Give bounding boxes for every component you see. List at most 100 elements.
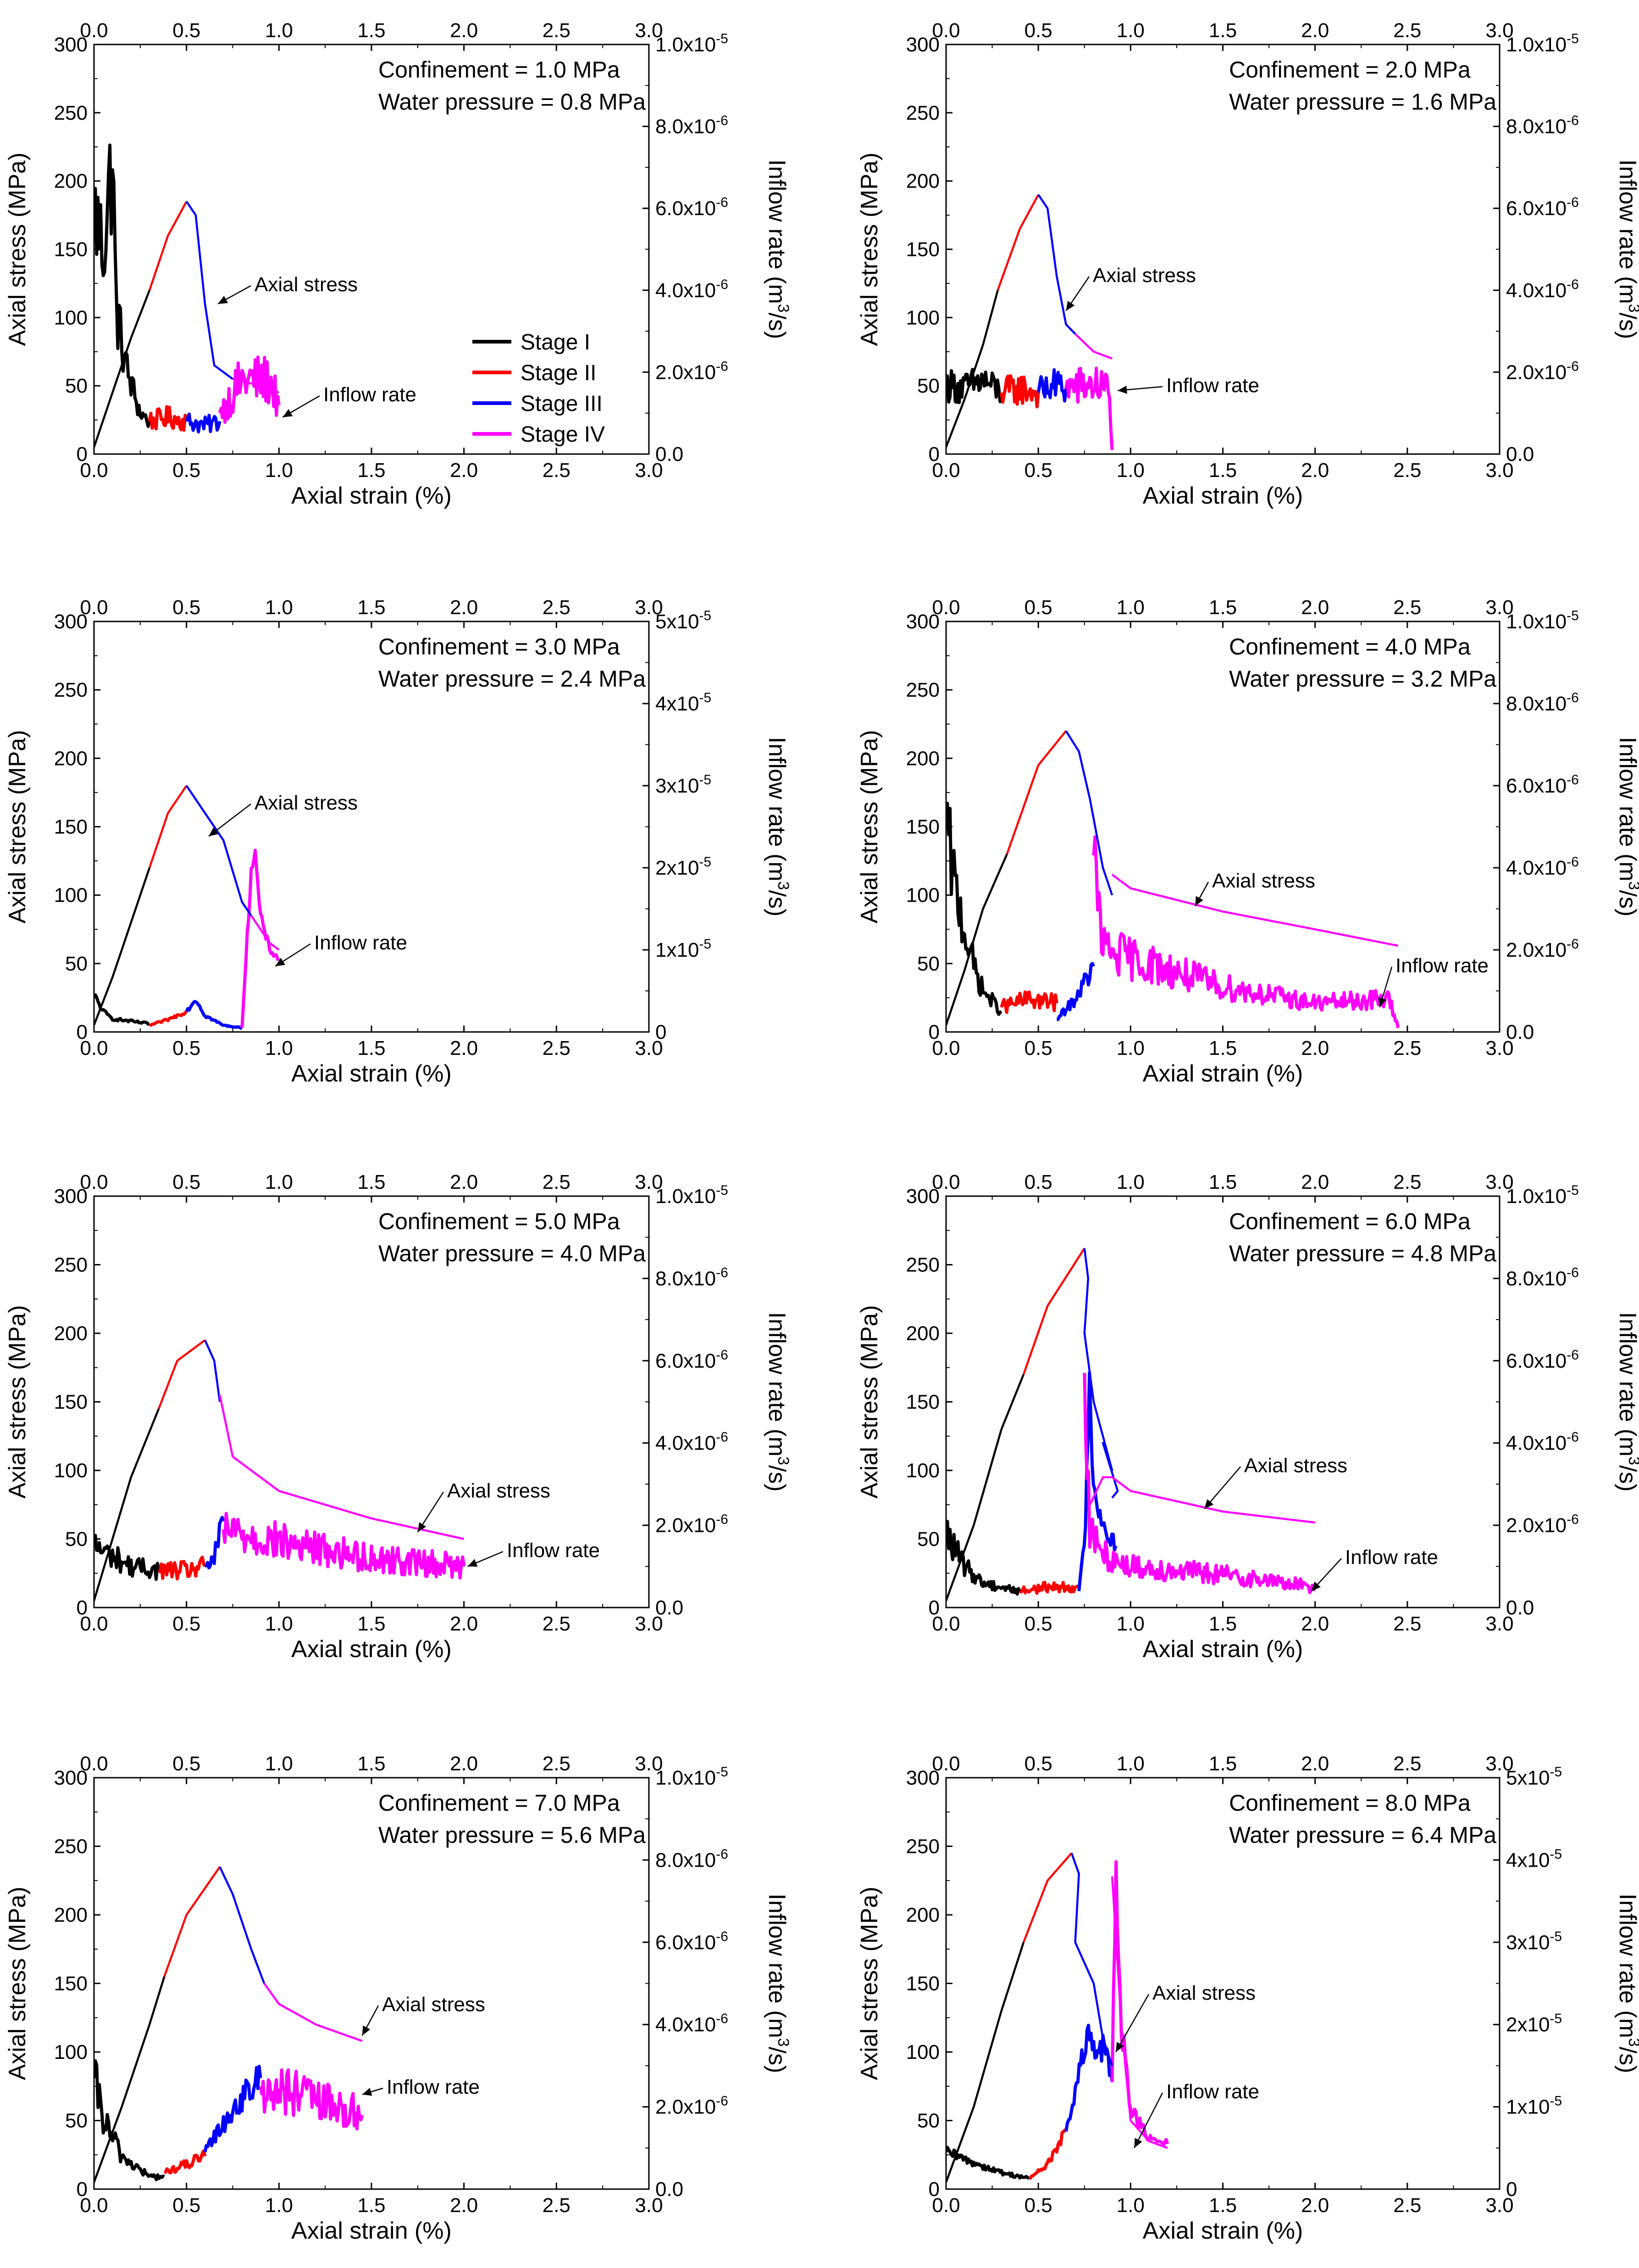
panel-3: 0.0 0.0 0.5 0.5 1.0 1.0 1.5 1.5 2.0 2.0 2.5 2.5 3.0 3… xyxy=(4,596,792,1087)
x-tick-label: 2.0 xyxy=(450,1613,478,1635)
inflow-stage-I-line xyxy=(946,2146,1030,2180)
x-tick-label: 3.0 xyxy=(635,459,663,482)
x-tick-label: 1.5 xyxy=(357,1037,385,1059)
stress-stage-III-line xyxy=(1070,1852,1113,2066)
y2-tick-label: 1.0x10-5 xyxy=(655,1183,728,1208)
y-tick-label: 50 xyxy=(917,953,940,975)
y-tick-label: 200 xyxy=(906,170,940,193)
inflow-stage-II-line xyxy=(157,1555,207,1580)
y2-tick-label: 0.0 xyxy=(1506,1021,1534,1043)
stress-stage-IV-line xyxy=(250,915,280,951)
y2-tick-label: 4.0x10-6 xyxy=(1506,1430,1579,1454)
x-tick-label: 0.0 xyxy=(932,1037,960,1059)
y-axis-label: Axial stress (MPa) xyxy=(856,1887,883,2080)
x-top-tick-label: 0.5 xyxy=(172,1752,200,1775)
y-tick-label: 200 xyxy=(906,1322,940,1345)
y-axis-label: Axial stress (MPa) xyxy=(856,1305,883,1499)
y-tick-label: 100 xyxy=(906,306,940,329)
y2-axis-label: Inflow rate (m3/s) xyxy=(764,1312,792,1492)
inflow-stage-I-line xyxy=(946,368,1003,405)
inflow-stage-IV-line xyxy=(221,1512,466,1580)
y2-tick-label: 8.0x10-6 xyxy=(655,1265,728,1290)
y-axis-label: Axial stress (MPa) xyxy=(4,153,31,346)
y-tick-label: 100 xyxy=(906,1459,940,1482)
x-top-tick-label: 1.0 xyxy=(1117,19,1145,42)
stress-stage-II-line xyxy=(997,194,1040,291)
x-axis-label: Axial strain (%) xyxy=(1143,2218,1303,2244)
y2-tick-label: 2.0x10-6 xyxy=(655,2094,728,2118)
y-tick-label: 200 xyxy=(906,747,940,770)
x-tick-label: 0.0 xyxy=(80,1037,108,1059)
y2-tick-label: 0.0 xyxy=(1506,1597,1534,1619)
inflow-stage-IV-line xyxy=(259,2068,364,2131)
legend-label: Stage III xyxy=(520,392,603,416)
stress-stage-III-line xyxy=(1083,1248,1119,1499)
y2-tick-label: 0 xyxy=(1506,2178,1517,2201)
x-tick-label: 1.0 xyxy=(265,2194,293,2217)
x-top-tick-label: 2.5 xyxy=(1393,1752,1421,1775)
x-tick-label: 1.5 xyxy=(1209,459,1237,482)
y-tick-label: 300 xyxy=(54,1767,88,1789)
inflow-arrow-head xyxy=(275,958,285,966)
x-tick-label: 3.0 xyxy=(1485,1613,1513,1635)
x-top-tick-label: 1.0 xyxy=(1117,596,1145,619)
panel-1: 0.0 0.0 0.5 0.5 1.0 1.0 1.5 1.5 2.0 2.0 2.5 2.5 3.0 3… xyxy=(4,19,792,509)
y-tick-label: 100 xyxy=(54,2041,88,2063)
x-top-tick-label: 2.5 xyxy=(543,1752,570,1775)
y2-tick-label: 2x10-5 xyxy=(1506,2011,1562,2036)
inflow-stage-III-line xyxy=(203,2064,262,2152)
x-tick-label: 0.5 xyxy=(1024,459,1052,482)
legend: Stage I Stage II Stage III Stage IV xyxy=(472,330,605,447)
y2-tick-label: 4.0x10-6 xyxy=(655,2011,728,2036)
y2-tick-label: 1x10-5 xyxy=(1506,2094,1562,2118)
x-tick-label: 0.5 xyxy=(172,459,200,482)
confinement-label: Confinement = 7.0 MPa xyxy=(378,1790,620,1816)
x-tick-label: 0.0 xyxy=(80,459,108,482)
stress-stage-IV-line xyxy=(1074,333,1113,360)
y-tick-label: 150 xyxy=(906,1973,940,1995)
x-top-tick-label: 3.0 xyxy=(635,1752,663,1775)
y-tick-label: 50 xyxy=(65,2110,88,2132)
y-tick-label: 300 xyxy=(906,1767,940,1789)
x-axis-label: Axial strain (%) xyxy=(1143,1060,1303,1087)
x-top-tick-label: 2.0 xyxy=(450,1752,478,1775)
stress-annotation: Axial stress xyxy=(1093,264,1196,287)
y2-tick-label: 2.0x10-6 xyxy=(1506,937,1579,961)
stress-annotation: Axial stress xyxy=(255,792,358,814)
inflow-arrow-head xyxy=(362,2088,372,2096)
y2-tick-label: 0 xyxy=(655,1021,666,1043)
y2-tick-label: 1.0x10-5 xyxy=(655,31,728,56)
x-tick-label: 1.5 xyxy=(1209,1613,1237,1635)
stress-stage-IV-line xyxy=(1111,1876,1168,2149)
y-tick-label: 150 xyxy=(54,1973,88,1995)
x-tick-label: 0.0 xyxy=(932,2194,960,2217)
stress-stage-II-line xyxy=(148,201,188,291)
water-pressure-label: Water pressure = 4.0 MPa xyxy=(378,1241,646,1266)
plot-area xyxy=(946,730,1400,1028)
y-tick-label: 0 xyxy=(929,443,940,466)
y2-tick-label: 2x10-5 xyxy=(655,854,711,879)
y-tick-label: 300 xyxy=(906,610,940,633)
y-tick-label: 50 xyxy=(917,1528,940,1551)
x-top-tick-label: 2.0 xyxy=(1301,19,1329,42)
x-tick-label: 2.0 xyxy=(450,1037,478,1059)
y2-tick-label: 1.0x10-5 xyxy=(1506,31,1579,56)
x-top-tick-label: 0.5 xyxy=(172,1171,200,1193)
x-tick-label: 1.0 xyxy=(265,1037,293,1059)
x-top-tick-label: 1.5 xyxy=(357,596,385,619)
x-tick-label: 2.5 xyxy=(543,1037,570,1059)
inflow-arrow-head xyxy=(1378,997,1386,1008)
inflow-stage-II-line xyxy=(1000,374,1040,409)
stress-arrow-head xyxy=(209,827,219,837)
y2-tick-label: 1.0x10-5 xyxy=(1506,608,1579,633)
stress-arrow-head xyxy=(218,296,228,304)
y2-axis-label: Inflow rate (m3/s) xyxy=(1614,737,1639,917)
y2-axis-label: Inflow rate (m3/s) xyxy=(764,160,792,339)
inflow-arrow-head xyxy=(1311,1581,1321,1591)
y2-tick-label: 6.0x10-6 xyxy=(655,195,728,220)
x-top-tick-label: 2.0 xyxy=(1301,1171,1329,1193)
y-tick-label: 250 xyxy=(906,1835,940,1858)
stress-stage-IV-line xyxy=(219,1395,465,1540)
y2-tick-label: 6.0x10-6 xyxy=(1506,772,1579,797)
stress-stage-I-line xyxy=(94,1408,160,1601)
